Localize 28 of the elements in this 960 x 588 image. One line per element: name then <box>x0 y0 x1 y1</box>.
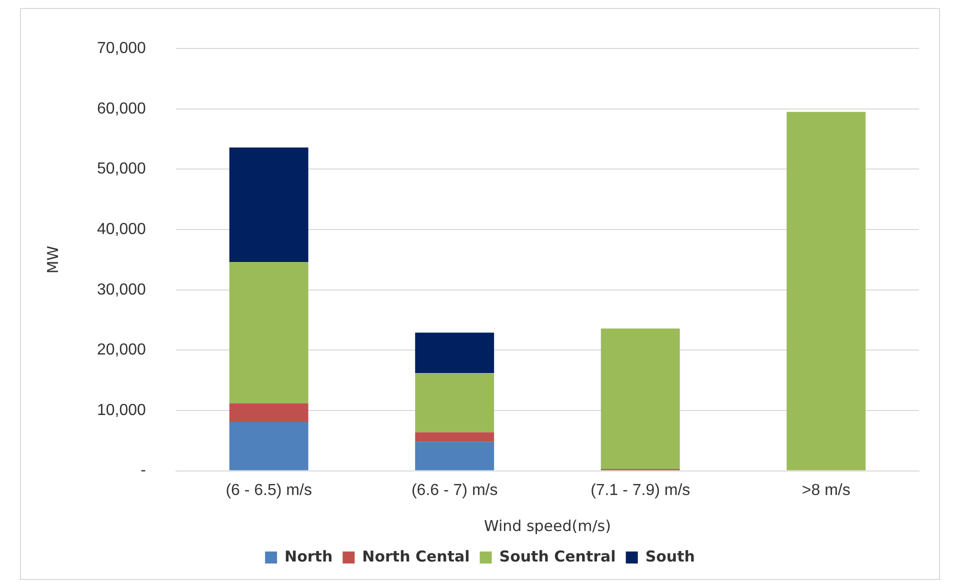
y-tick-label: 60,000 <box>97 100 146 118</box>
y-tick-label: 70,000 <box>97 40 146 58</box>
y-tick-label: 10,000 <box>97 402 146 419</box>
bar <box>415 373 494 432</box>
bar <box>415 332 494 374</box>
bar <box>786 112 866 470</box>
x-tick-label: >8 m/s <box>802 482 850 499</box>
legend-label: North <box>284 547 333 566</box>
x-tick-label: (6 - 6.5) m/s <box>226 482 312 499</box>
bar <box>415 432 494 442</box>
bar <box>229 422 308 470</box>
legend-label: North Cental <box>362 547 470 566</box>
x-tick-label: (6.6 - 7) m/s <box>411 482 498 499</box>
y-tick-label: - <box>140 462 146 480</box>
bar <box>415 442 494 470</box>
y-axis-title: MW <box>44 246 62 274</box>
legend-label: South <box>645 547 695 566</box>
bar <box>229 262 308 404</box>
bar <box>229 148 308 262</box>
bar <box>229 403 308 422</box>
y-tick-label: 30,000 <box>97 281 146 298</box>
bar <box>600 328 680 469</box>
legend-label: South Central <box>499 547 616 566</box>
x-tick-label: (7.1 - 7.9) m/s <box>590 482 690 499</box>
x-axis-title: Wind speed(m/s) <box>484 516 611 535</box>
y-tick-label: 20,000 <box>97 342 146 359</box>
y-tick-label: 40,000 <box>97 220 146 238</box>
y-tick-label: 50,000 <box>97 160 146 178</box>
